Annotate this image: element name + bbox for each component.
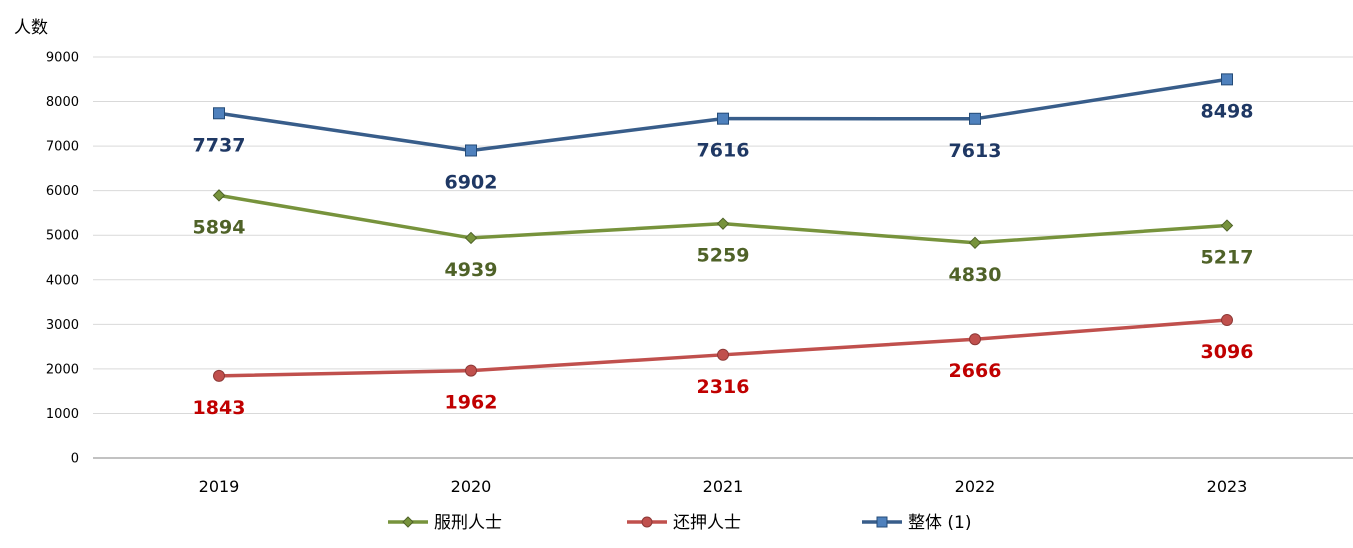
y-axis-label: 人数 xyxy=(14,18,48,38)
data-point xyxy=(1220,219,1234,232)
x-axis-ticks: 2019 2020 2021 2022 2023 xyxy=(199,477,1248,496)
y-tick-label: 5000 xyxy=(46,229,79,244)
data-label: 7613 xyxy=(949,140,1002,162)
data-point xyxy=(465,144,477,157)
legend: 服刑人士 还押人士 整体 (1) xyxy=(388,513,971,533)
data-point xyxy=(213,369,225,382)
data-point xyxy=(212,189,226,202)
x-tick-label: 2022 xyxy=(955,477,996,496)
data-point xyxy=(464,231,478,245)
data-point xyxy=(717,112,729,125)
y-axis-ticks: 0 1000 2000 3000 4000 5000 6000 7000 8000 9000 xyxy=(46,51,79,467)
data-point xyxy=(969,333,981,346)
x-tick-label: 2020 xyxy=(451,477,492,496)
data-point xyxy=(716,217,730,230)
data-label: 4939 xyxy=(445,259,498,281)
y-tick-label: 2000 xyxy=(46,362,79,377)
x-tick-label: 2023 xyxy=(1207,477,1248,496)
data-label: 1843 xyxy=(193,397,246,419)
data-point xyxy=(213,107,225,120)
legend-marker xyxy=(641,516,653,528)
data-point xyxy=(969,112,981,125)
y-tick-label: 7000 xyxy=(46,140,79,155)
data-point xyxy=(1221,73,1233,86)
x-tick-label: 2019 xyxy=(199,477,240,496)
data-labels: 5894 4939 5259 4830 5217 1843 1962 2316 2666 3096… xyxy=(193,100,1254,419)
data-label: 3096 xyxy=(1201,341,1254,363)
y-tick-label: 4000 xyxy=(46,273,79,288)
data-label: 2316 xyxy=(697,376,750,398)
data-label: 4830 xyxy=(949,264,1002,286)
series-group xyxy=(212,73,1234,382)
legend-marker xyxy=(876,516,888,528)
series-line xyxy=(218,318,1228,378)
y-tick-label: 8000 xyxy=(46,95,79,110)
y-tick-label: 6000 xyxy=(46,184,79,199)
y-tick-label: 1000 xyxy=(46,407,79,422)
y-tick-label: 0 xyxy=(71,452,79,467)
data-label: 5894 xyxy=(193,216,246,238)
x-tick-label: 2021 xyxy=(703,477,744,496)
y-tick-label: 3000 xyxy=(46,318,79,333)
data-label: 8498 xyxy=(1201,100,1254,122)
data-label: 5217 xyxy=(1201,247,1254,269)
data-label: 2666 xyxy=(949,360,1002,382)
y-tick-label: 9000 xyxy=(46,51,79,66)
legend-label: 还押人士 xyxy=(673,513,741,533)
data-label: 7737 xyxy=(193,134,246,156)
data-label: 6902 xyxy=(445,171,498,193)
data-label: 5259 xyxy=(697,245,750,267)
data-point xyxy=(968,236,982,250)
legend-label: 整体 (1) xyxy=(908,513,971,533)
data-point xyxy=(465,364,477,377)
data-label: 7616 xyxy=(697,140,750,162)
gridlines xyxy=(93,56,1353,459)
legend-marker xyxy=(402,516,414,528)
data-point xyxy=(1221,314,1233,327)
data-point xyxy=(717,348,729,361)
data-label: 1962 xyxy=(445,392,498,414)
legend-label: 服刑人士 xyxy=(434,513,502,533)
